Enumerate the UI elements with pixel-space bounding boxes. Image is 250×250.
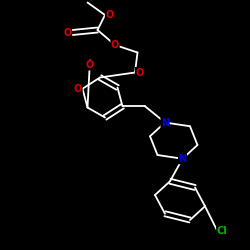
Text: O: O bbox=[86, 60, 94, 70]
Text: N: N bbox=[178, 154, 186, 164]
Text: O: O bbox=[106, 10, 114, 20]
Text: O: O bbox=[111, 40, 119, 50]
Text: O: O bbox=[63, 28, 72, 38]
Text: O: O bbox=[74, 84, 82, 94]
Text: N: N bbox=[161, 118, 169, 128]
Text: O: O bbox=[136, 68, 143, 78]
Text: Cl: Cl bbox=[216, 226, 228, 236]
